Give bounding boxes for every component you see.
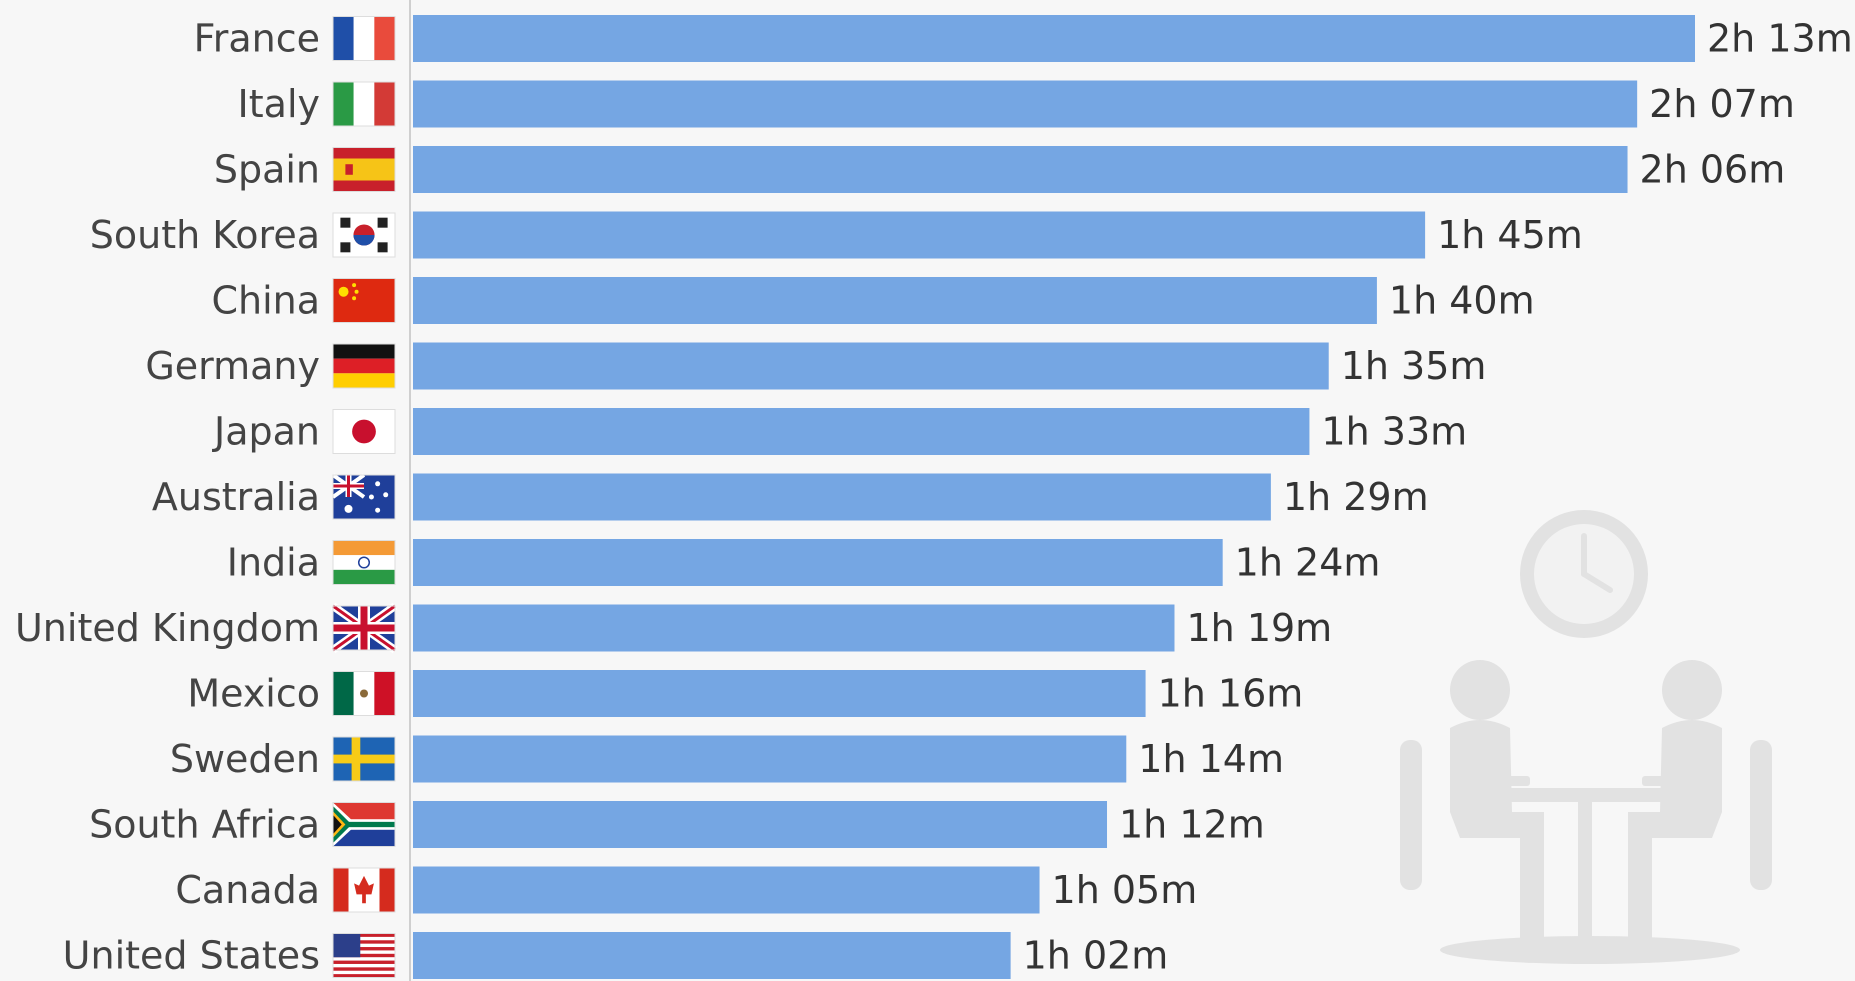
sweden-flag-icon: [332, 736, 396, 782]
bar-row: Canada 1h 05m: [175, 866, 1198, 914]
category-label: South Africa: [89, 803, 320, 847]
bar: [413, 211, 1426, 259]
bar-row: Spain 2h 06m: [214, 146, 1785, 193]
united-states-flag-icon: [332, 933, 396, 978]
bar-row: Italy 2h 07m: [238, 80, 1795, 128]
italy-flag-icon: [332, 81, 396, 127]
bar: [413, 15, 1695, 62]
bar: [413, 342, 1329, 390]
category-label: Germany: [145, 344, 320, 388]
category-label: India: [227, 541, 320, 585]
category-label: France: [194, 17, 320, 61]
bars-layer: France 2h 13m Italy 2h 07m Spain 2h 06m South …: [15, 15, 1853, 979]
bar-row: Japan 1h 33m: [212, 408, 1467, 455]
bar: [413, 866, 1040, 914]
value-label: 1h 24m: [1235, 541, 1381, 585]
south-africa-flag-icon: [332, 802, 396, 847]
spain-flag-icon: [332, 147, 396, 192]
value-label: 1h 40m: [1389, 279, 1535, 323]
category-label: Canada: [175, 868, 320, 912]
bar-row: China 1h 40m: [211, 277, 1535, 324]
bar: [413, 146, 1628, 193]
china-flag-icon: [332, 278, 396, 323]
bar-row: South Africa 1h 12m: [89, 801, 1265, 848]
value-label: 1h 45m: [1437, 213, 1583, 257]
bar-row: South Korea 1h 45m: [90, 211, 1583, 259]
bar-row: United States 1h 02m: [63, 932, 1169, 979]
value-label: 1h 33m: [1321, 410, 1467, 454]
germany-flag-icon: [332, 343, 396, 389]
bar: [413, 932, 1011, 979]
value-label: 2h 06m: [1640, 148, 1786, 192]
value-label: 1h 35m: [1341, 344, 1487, 388]
united-kingdom-flag-icon: [330, 602, 398, 654]
bar: [413, 408, 1310, 455]
bar-row: France 2h 13m: [194, 15, 1853, 62]
bar-row: Sweden 1h 14m: [170, 735, 1284, 783]
category-label: South Korea: [90, 213, 320, 257]
bar-row: Australia 1h 29m: [152, 473, 1429, 521]
dining-table-illustration: [1400, 660, 1772, 964]
japan-flag-icon: [332, 409, 396, 454]
category-label: Japan: [212, 410, 320, 454]
value-label: 1h 29m: [1283, 475, 1429, 519]
south-korea-flag-icon: [332, 212, 396, 258]
australia-flag-icon: [331, 473, 396, 520]
bar: [413, 539, 1223, 586]
bar: [413, 735, 1127, 783]
bar-row: Mexico 1h 16m: [187, 670, 1303, 717]
bar: [413, 604, 1175, 652]
bar: [413, 473, 1271, 521]
clock-icon: [1520, 510, 1648, 638]
category-label: Italy: [238, 82, 320, 126]
value-label: 1h 05m: [1052, 868, 1198, 912]
category-label: China: [211, 279, 320, 323]
illustration: [1400, 510, 1772, 964]
value-label: 1h 02m: [1023, 934, 1169, 978]
category-label: Australia: [152, 475, 320, 519]
category-label: Mexico: [187, 672, 320, 716]
category-label: Spain: [214, 148, 320, 192]
value-label: 2h 13m: [1707, 17, 1853, 61]
bar-row: India 1h 24m: [227, 539, 1381, 586]
value-label: 1h 19m: [1186, 606, 1332, 650]
category-label: United Kingdom: [15, 606, 320, 650]
bar: [413, 80, 1638, 128]
value-label: 2h 07m: [1649, 82, 1795, 126]
value-label: 1h 14m: [1138, 737, 1284, 781]
france-flag-icon: [332, 16, 396, 61]
india-flag-icon: [332, 540, 396, 585]
value-label: 1h 12m: [1119, 803, 1265, 847]
bar: [413, 670, 1146, 717]
category-label: United States: [63, 934, 320, 978]
bar: [413, 801, 1108, 848]
bar-row: United Kingdom 1h 19m: [15, 602, 1332, 654]
canada-flag-icon: [332, 867, 396, 913]
value-label: 1h 16m: [1158, 672, 1304, 716]
category-label: Sweden: [170, 737, 320, 781]
bar-row: Germany 1h 35m: [145, 342, 1487, 390]
mexico-flag-icon: [332, 671, 396, 716]
bar: [413, 277, 1377, 324]
